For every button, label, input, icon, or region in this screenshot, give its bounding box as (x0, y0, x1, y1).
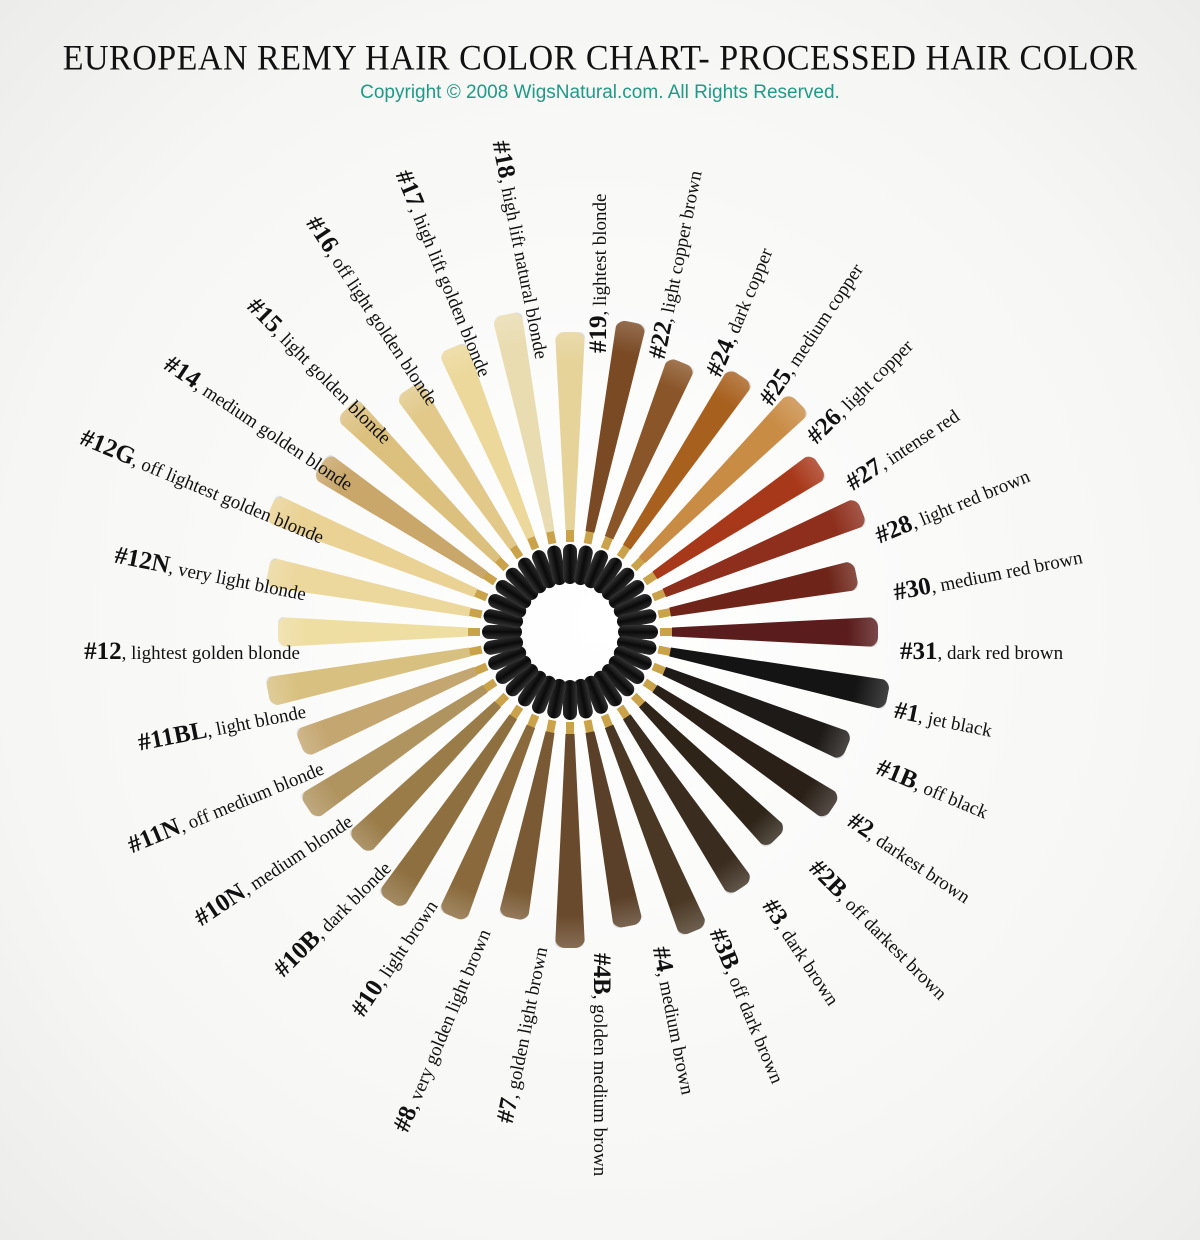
swatch-number: #22 (643, 319, 678, 362)
swatch-name: medium blonde (246, 811, 357, 895)
swatch-name: light blonde (214, 701, 308, 741)
swatch-name: off darkest brown (840, 894, 951, 1005)
swatch-name: off lightest golden blonde (138, 454, 327, 549)
swatch-name: lightest golden blonde (131, 643, 300, 664)
swatch-label: #3B, off dark brown (703, 924, 790, 1087)
swatch-label: #4B, golden medium brown (587, 953, 615, 1177)
swatch-cap (660, 628, 674, 636)
hair-swatch (278, 617, 468, 647)
swatch-label: #2, darkest brown (842, 807, 975, 910)
swatch-name: dark brown (776, 925, 843, 1010)
swatch-name: golden medium brown (589, 1004, 610, 1177)
hair-swatch (555, 734, 585, 948)
swatch-label: #12, lightest golden blonde (84, 638, 300, 666)
swatch-name: dark blonde (316, 858, 396, 937)
label-separator: , (589, 994, 610, 1005)
swatch-label: #7, golden light brown (492, 945, 554, 1126)
swatch-name: medium red brown (938, 547, 1085, 597)
swatch-number: #12 (84, 638, 122, 665)
swatch-name: darkest brown (872, 830, 974, 909)
swatch-name: light red brown (916, 466, 1034, 531)
swatch-label: #19, lightest blonde (585, 193, 613, 354)
swatch-label: #30, medium red brown (891, 544, 1085, 607)
swatch-name: golden light brown (503, 945, 553, 1092)
swatch-name: very golden light brown (405, 926, 496, 1104)
hair-swatch (667, 560, 859, 626)
swatch-number: #12G (76, 424, 140, 471)
swatch-label: #4, medium brown (646, 944, 701, 1097)
swatch-number: #4 (646, 944, 679, 975)
swatch-cap (566, 528, 574, 542)
hair-swatch (672, 617, 878, 647)
swatch-name: medium copper (784, 260, 868, 371)
swatch-name: off black (920, 778, 991, 824)
swatch-label: #26, light copper (802, 334, 919, 450)
swatch-number: #19 (585, 315, 612, 354)
swatch-label: #10, light brown (346, 895, 444, 1022)
swatch-label: #22, light copper brown (643, 168, 709, 362)
swatch-label: #24, dark copper (701, 244, 780, 381)
swatch-label: #12N, very light blonde (112, 541, 308, 608)
label-separator: , (121, 643, 132, 664)
hair-swatch (555, 332, 585, 530)
swatch-label: #11BL, light blonde (136, 699, 308, 758)
swatch-number: #31 (900, 638, 938, 665)
swatch-number: #4B (588, 953, 615, 995)
swatch-name: light golden blonde (275, 329, 395, 449)
swatch-number: #11N (124, 813, 185, 859)
hair-swatch (667, 637, 891, 710)
hair-swatch (575, 729, 643, 929)
swatch-number: #30 (891, 572, 934, 607)
swatch-label: #27, intense red (841, 403, 964, 497)
swatch-number: #18 (486, 138, 521, 181)
swatch-cap (466, 628, 480, 636)
swatch-label: #1, jet black (892, 697, 995, 744)
copyright-notice: Copyright © 2008 WigsNatural.com. All Ri… (360, 82, 840, 103)
label-separator: , (590, 306, 611, 316)
swatch-name: intense red (882, 405, 964, 470)
swatch-number: #11BL (135, 716, 210, 757)
swatch-name: jet black (925, 708, 994, 742)
swatch-label: #28, light red brown (871, 463, 1034, 550)
swatch-number: #12N (112, 541, 173, 580)
swatch-cap (566, 722, 574, 736)
swatch-label: #3, dark brown (756, 894, 845, 1011)
chart-title: EUROPEAN REMY HAIR COLOR CHART- PROCESSE… (62, 39, 1138, 78)
swatch-name: medium brown (654, 979, 698, 1097)
label-separator: , (937, 643, 947, 664)
hair-swatch (498, 729, 564, 921)
swatch-name: lightest blonde (590, 193, 611, 306)
swatch-name: light copper (838, 336, 918, 416)
swatch-name: light copper brown (657, 168, 707, 315)
swatch-name: dark copper (723, 245, 778, 337)
swatch-label: #31, dark red brown (900, 638, 1064, 666)
swatch-label: #1B, off black (872, 754, 992, 826)
swatch-name: light brown (376, 896, 443, 982)
swatch-name: off dark brown (724, 973, 788, 1087)
swatch-name: dark red brown (947, 643, 1064, 664)
